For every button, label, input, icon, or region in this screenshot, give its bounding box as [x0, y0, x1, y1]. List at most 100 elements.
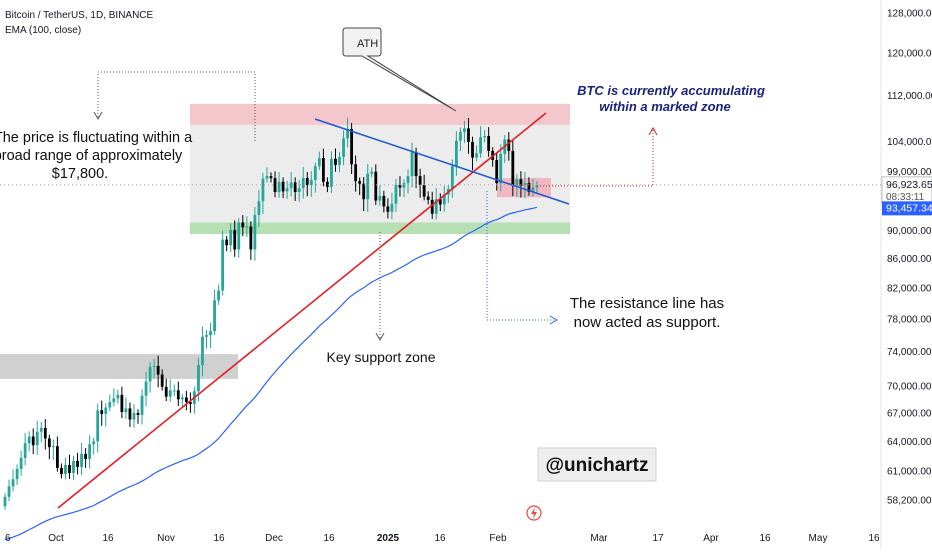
candle-body: [55, 446, 59, 468]
candle-body: [128, 408, 132, 420]
candle-body: [72, 460, 75, 473]
rising-trendline[interactable]: [57, 112, 547, 509]
candle-body: [241, 222, 245, 228]
candle-body: [80, 453, 83, 467]
time-tick-label: 16: [434, 533, 446, 544]
lightning-icon[interactable]: [526, 505, 542, 521]
candle-body: [39, 427, 43, 432]
candle-body: [394, 184, 398, 204]
candle-body: [305, 178, 309, 185]
price-tick-label: 82,000.00: [887, 284, 932, 295]
price-tick-label: 99,000.00: [887, 167, 932, 178]
resistance-trendline[interactable]: [314, 118, 570, 205]
candle-body: [188, 402, 192, 404]
price-axis[interactable]: 128,000.00 120,000.00 112,000.00 104,000.00…: [887, 9, 932, 507]
candle-body: [370, 171, 374, 174]
candle-body: [88, 444, 92, 459]
candle-body: [201, 336, 204, 366]
time-tick-label: 16: [868, 533, 880, 544]
candle-body: [27, 436, 31, 444]
resistance-connector: [486, 191, 555, 321]
candle-body: [297, 188, 301, 193]
candle-body: [213, 300, 216, 332]
support-arrow-icon: [375, 332, 385, 342]
candle-body: [140, 395, 144, 415]
candle-body: [19, 457, 23, 469]
accumulation-note-line-1: BTC is currently accumulating: [577, 83, 765, 98]
candle-body: [144, 381, 148, 396]
candle-body: [378, 195, 382, 201]
range-note-line-1: The price is fluctuating within a: [0, 130, 193, 146]
support-zone-label: Key support zone: [327, 349, 436, 365]
candle-body: [463, 128, 466, 132]
candle-body: [180, 397, 184, 400]
price-tick-label: 104,000.00: [887, 137, 932, 148]
candle-body: [120, 394, 124, 413]
candle-body: [60, 467, 63, 475]
candle-body: [289, 182, 293, 189]
candle-body: [108, 402, 112, 408]
candle-body: [136, 412, 140, 415]
time-tick-label: May: [809, 533, 828, 544]
candle-body: [406, 176, 410, 184]
price-tick-label: 90,000.00: [887, 226, 932, 237]
candle-body: [293, 182, 297, 193]
candle-body: [527, 183, 531, 193]
candle-body: [253, 215, 257, 250]
candle-body: [317, 158, 321, 167]
candle-body: [483, 135, 487, 138]
candle-body: [11, 479, 15, 487]
candle-body: [535, 184, 539, 188]
candle-body: [467, 128, 470, 142]
candle-body: [374, 171, 378, 201]
candle-body: [233, 229, 237, 250]
candle-body: [438, 199, 442, 205]
price-tick-label: 112,000.00: [887, 91, 932, 102]
candle-body: [390, 203, 394, 212]
candle-body: [338, 156, 341, 165]
accumulation-zone: [497, 178, 551, 198]
candle-body: [410, 152, 414, 177]
price-tick-label: 120,000.00: [887, 48, 932, 59]
candle-body: [313, 166, 317, 180]
candle-body: [285, 188, 289, 192]
candle-body: [426, 196, 430, 200]
candle-body: [495, 160, 499, 184]
indicator-title[interactable]: EMA (100, close): [5, 25, 81, 36]
candle-body: [273, 178, 277, 193]
candle-body: [237, 222, 241, 250]
time-tick-label: 16: [102, 533, 114, 544]
candle-body: [15, 468, 19, 480]
resistance-note: The resistance line has now acted as sup…: [570, 295, 724, 331]
symbol-title[interactable]: Bitcoin / TetherUS, 1D, BINANCE: [5, 10, 154, 21]
candle-body: [362, 183, 366, 200]
candle-body: [261, 178, 265, 202]
candle-body: [229, 229, 233, 246]
candle-body: [511, 150, 515, 186]
time-tick-label: Nov: [157, 533, 175, 544]
resistance-note-line-2: now acted as support.: [574, 314, 721, 331]
time-axis[interactable]: 6 Oct 16 Nov 16 Dec 16 2025 16 Feb Mar 17 Apr 16 May 16: [5, 533, 880, 544]
candle-body: [225, 239, 229, 246]
candle-body: [64, 464, 67, 475]
candle-body: [471, 141, 474, 158]
candle-body: [96, 410, 100, 442]
candle-body: [168, 390, 172, 397]
time-tick-label: Dec: [265, 533, 283, 544]
candle-body: [398, 184, 402, 188]
candle-body: [164, 386, 168, 397]
candle-body: [321, 158, 325, 182]
candle-body: [172, 390, 176, 392]
candle-body: [358, 181, 362, 184]
time-tick-label: Apr: [703, 533, 719, 544]
ath-callout[interactable]: ATH: [342, 27, 457, 112]
candle-body: [68, 464, 71, 473]
candle-body: [3, 496, 7, 507]
candle-body: [31, 436, 35, 446]
candle-body: [350, 128, 354, 165]
candle-body: [221, 239, 225, 291]
candles-layer: [3, 117, 539, 510]
candle-body: [269, 176, 273, 179]
resistance-arrow-icon: [549, 315, 559, 325]
